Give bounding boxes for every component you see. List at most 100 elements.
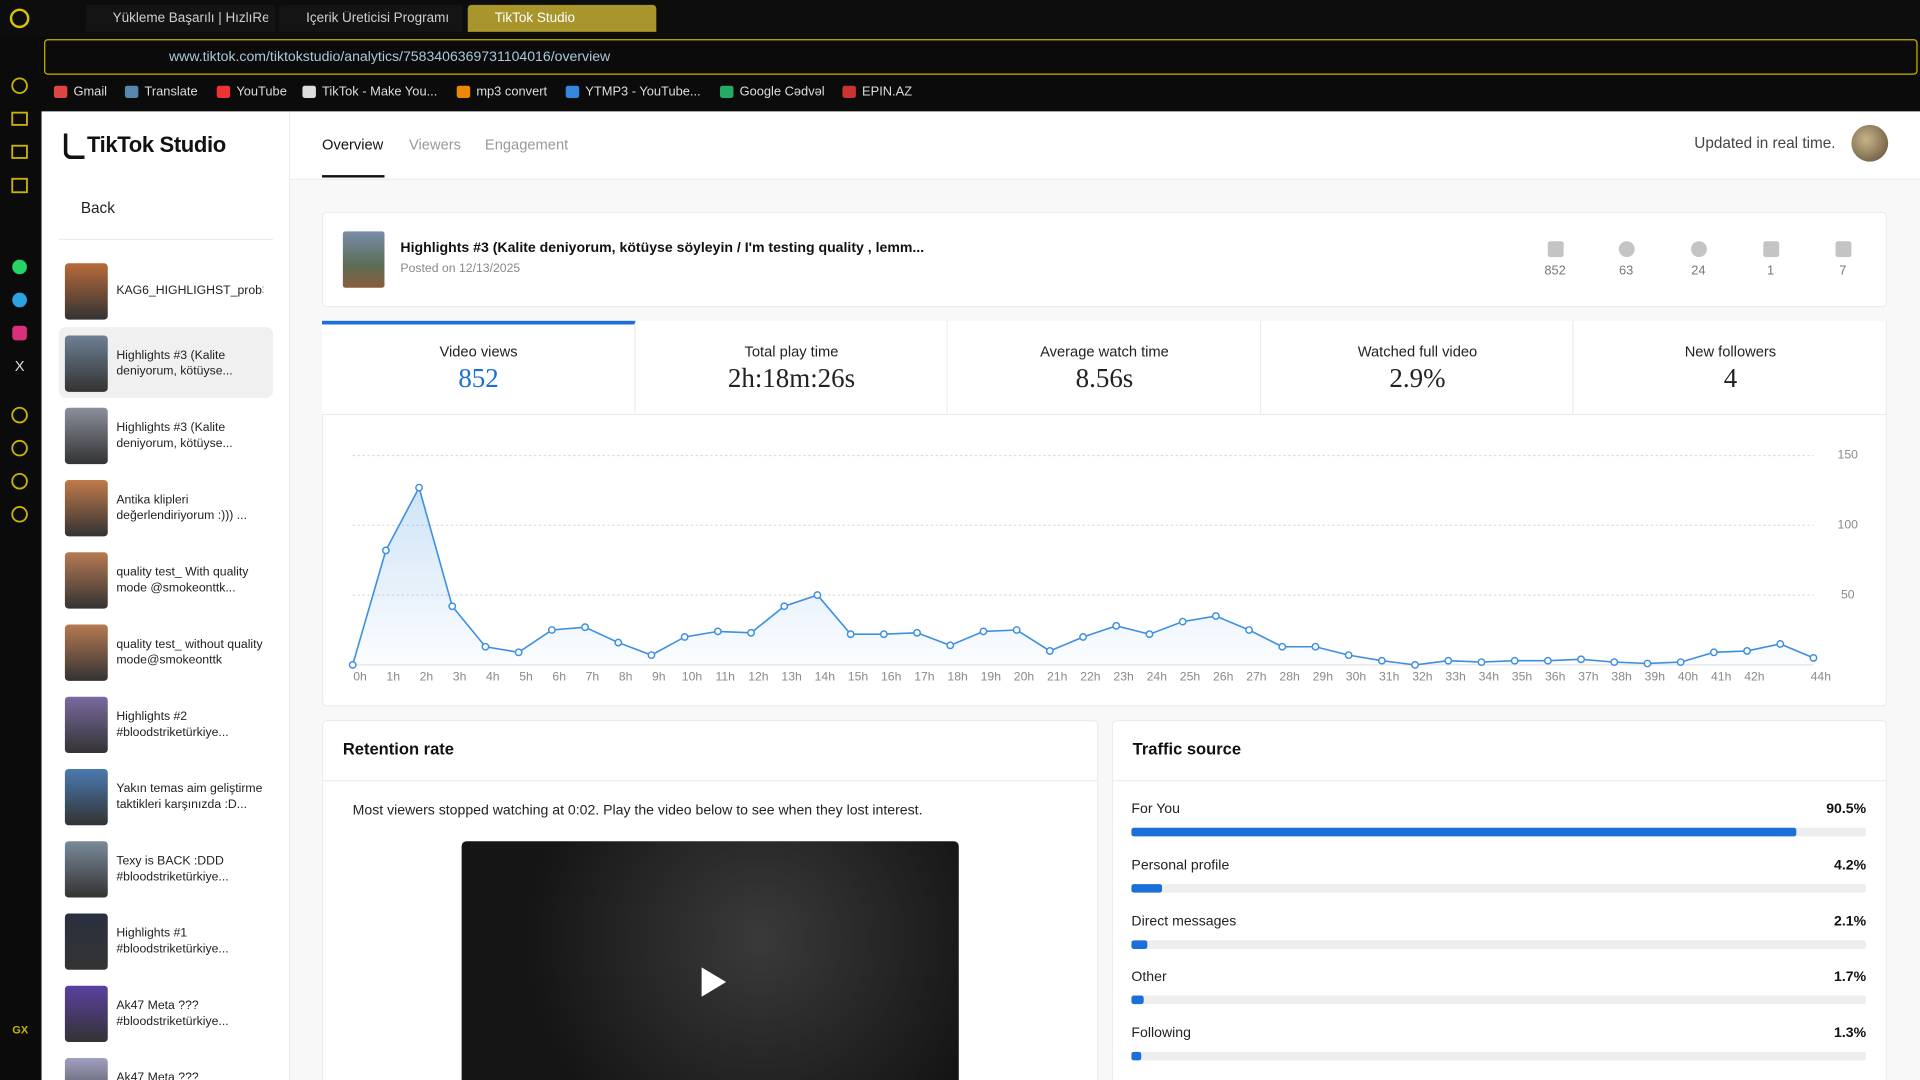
nav-tab[interactable]: Overview xyxy=(322,135,384,154)
left-rail xyxy=(0,36,42,1080)
video-item[interactable]: Highlights #3 (Kalite deniyorum, kötüyse… xyxy=(116,421,233,451)
rail-icons: X xyxy=(9,8,30,523)
video-player[interactable] xyxy=(461,841,959,1080)
traffic-name: Personal profile xyxy=(1131,858,1230,873)
nav-tab[interactable]: Engagement xyxy=(484,135,569,154)
traffic-bar xyxy=(1131,827,1797,837)
video-item[interactable]: quality test_ With quality mode @smokeon… xyxy=(116,565,249,596)
traffic-value: 4.2% xyxy=(1834,858,1867,873)
video-item[interactable]: Highlights #3 (Kalite deniyorum, kötüyse… xyxy=(116,348,233,379)
stat-count: 24 xyxy=(1691,263,1706,278)
metric-label: Average watch time xyxy=(1040,342,1169,360)
metric-tile[interactable] xyxy=(635,320,948,416)
post-card xyxy=(322,211,1887,308)
stat-icon xyxy=(1835,241,1852,258)
address-bar[interactable] xyxy=(44,39,1918,75)
traffic-track xyxy=(1131,939,1867,949)
play-icon[interactable] xyxy=(696,965,730,999)
video-item[interactable]: KAG6_HIGHLIGHST_prob3 xyxy=(116,284,264,298)
metric-label: New followers xyxy=(1684,342,1777,360)
bookmark-icon xyxy=(720,85,734,98)
post-title: Highlights #3 (Kalite deniyorum, kötüyse… xyxy=(400,241,925,256)
divider xyxy=(58,238,274,240)
metric-tile[interactable] xyxy=(1573,320,1887,416)
metric-tile[interactable] xyxy=(1260,320,1574,416)
video-thumbnail xyxy=(64,335,108,392)
stat-count: 63 xyxy=(1618,263,1634,278)
bookmark[interactable]: Translate xyxy=(144,84,198,100)
bookmark-icon xyxy=(456,85,471,98)
bookmark-icon xyxy=(216,85,231,98)
video-thumbnail xyxy=(64,1057,108,1080)
metric-value: 2h:18m:26s xyxy=(727,362,856,394)
metric-label: Video views xyxy=(439,342,518,360)
bookmark[interactable]: mp3 convert xyxy=(476,84,548,100)
video-thumbnail xyxy=(64,263,108,320)
back-link[interactable]: Back xyxy=(80,199,115,217)
bookmark[interactable]: Gmail xyxy=(73,84,108,100)
video-thumbnail xyxy=(64,913,108,970)
video-thumbnail xyxy=(64,480,108,537)
traffic-bar xyxy=(1131,995,1144,1005)
browser-tab[interactable] xyxy=(467,4,657,32)
avatar[interactable] xyxy=(1851,124,1889,162)
updated-note: Updated in real time. xyxy=(1694,134,1836,152)
stat-icon xyxy=(1691,241,1707,258)
tab-title[interactable]: İçerik Üreticisi Programı xyxy=(306,11,450,26)
traffic-value: 2.1% xyxy=(1834,914,1867,929)
video-item[interactable]: Highlights #1 #bloodstriketürkiye... xyxy=(116,926,229,957)
metric-value: 8.56s xyxy=(1075,362,1134,394)
tab-title[interactable]: TikTok Studio xyxy=(494,11,576,26)
bookmark[interactable]: TikTok - Make You... xyxy=(322,84,438,100)
video-item[interactable]: Yakın temas aim geliştirme taktikleri ka… xyxy=(116,782,263,812)
gx-badge: GX xyxy=(12,1023,29,1036)
traffic-value: 90.5% xyxy=(1826,802,1867,817)
stat-count: 7 xyxy=(1839,263,1847,278)
tab-title[interactable]: Yükleme Başarılı | HızlıRe xyxy=(112,11,269,26)
stat-count: 852 xyxy=(1544,263,1566,278)
traffic-value: 1.7% xyxy=(1834,970,1867,985)
top-nav xyxy=(290,111,1920,180)
stat-icon xyxy=(1547,241,1564,258)
divider xyxy=(1113,780,1886,782)
browser-tab[interactable] xyxy=(279,4,463,32)
metric-label: Total play time xyxy=(744,342,839,360)
bookmark[interactable]: EPIN.AZ xyxy=(862,84,913,100)
video-thumbnail xyxy=(64,768,108,826)
retention-text: Most viewers stopped watching at 0:02. P… xyxy=(352,803,923,818)
svg-text:X: X xyxy=(15,359,25,375)
traffic-value: 1.3% xyxy=(1834,1026,1867,1042)
post-thumbnail xyxy=(342,231,385,288)
video-thumbnail xyxy=(64,696,108,754)
bookmark-icon xyxy=(565,85,580,98)
video-item[interactable]: Ak47 Meta ??? xyxy=(116,1071,199,1080)
logo[interactable]: TikTok Studio xyxy=(86,132,226,157)
browser-tab[interactable] xyxy=(85,4,276,32)
post-date: Posted on 12/13/2025 xyxy=(400,262,521,276)
bookmark-icon xyxy=(124,85,139,98)
traffic-name: Other xyxy=(1131,970,1167,985)
video-item[interactable]: Texy is BACK :DDD #bloodstriketürkiye... xyxy=(116,854,229,885)
metric-tile[interactable] xyxy=(947,320,1261,416)
bookmark[interactable]: YouTube xyxy=(236,84,287,100)
bookmark[interactable]: YTMP3 - YouTube... xyxy=(585,84,701,100)
metric-value: 2.9% xyxy=(1389,362,1446,394)
metric-value: 4 xyxy=(1723,362,1738,394)
stat-count: 1 xyxy=(1767,263,1775,278)
video-item[interactable]: Highlights #2 #bloodstriketürkiye... xyxy=(116,710,229,740)
url[interactable]: www.tiktok.com/tiktokstudio/analytics/75… xyxy=(168,50,611,65)
video-thumbnail xyxy=(64,624,108,681)
traffic-bar xyxy=(1131,883,1163,893)
bookmark[interactable]: Google Cədvəl xyxy=(739,84,825,100)
traffic-name: Direct messages xyxy=(1131,914,1237,929)
video-item[interactable]: quality test_ without quality mode@smoke… xyxy=(116,637,263,668)
video-item[interactable]: Ak47 Meta ??? #bloodstriketürkiye... xyxy=(116,999,229,1029)
metric-tile[interactable] xyxy=(322,320,636,416)
metric-label: Watched full video xyxy=(1357,342,1478,360)
traffic-name: For You xyxy=(1131,802,1180,817)
nav-tab[interactable]: Viewers xyxy=(408,135,461,154)
video-item[interactable]: Antika klipleri değerlendiriyorum :))) .… xyxy=(116,493,247,523)
logo-icon xyxy=(63,133,85,160)
